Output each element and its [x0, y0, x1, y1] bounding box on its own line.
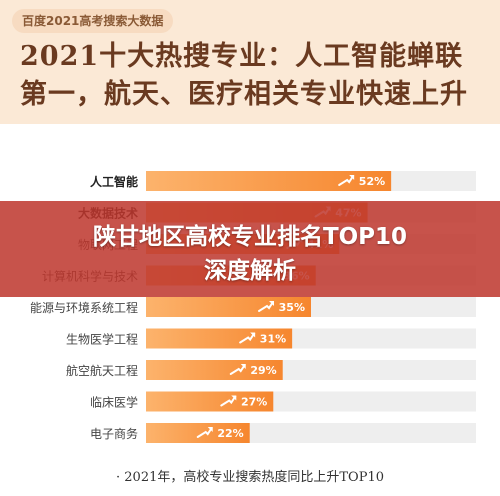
trend-up-arrowhead-icon: [231, 395, 237, 401]
title-line-1: 2021十大热搜专业：人工智能蝉联: [20, 41, 464, 72]
overlay-subtitle: 深度解析: [204, 258, 296, 284]
trend-up-arrow-icon: [338, 175, 355, 186]
category-label: 人工智能: [90, 174, 138, 189]
bar-row: 临床医学 27%: [90, 391, 476, 412]
chart-header: 百度2021高考搜索大数据 2021十大热搜专业：人工智能蝉联 第一，航天、医疗…: [0, 0, 500, 124]
overlay-title: 陕甘地区高校专业排名TOP10: [92, 224, 408, 250]
trend-up-arrowhead-icon: [240, 364, 246, 369]
trend-up-arrow-icon: [258, 301, 274, 312]
category-label: 航空航天工程: [66, 363, 138, 378]
trend-up-arrow-icon: [229, 364, 246, 375]
value-label: 52%: [359, 175, 385, 188]
trend-up-arrow-icon: [220, 395, 237, 407]
trend-up-arrowhead-icon: [269, 301, 274, 306]
bar: [146, 423, 250, 443]
title-line-2: 第一，航天、医疗相关专业快速上升: [20, 79, 468, 110]
bar: [146, 360, 283, 380]
trend-up-arrow-icon: [196, 427, 213, 438]
source-tag: 百度2021高考搜索大数据: [12, 9, 174, 33]
category-label: 能源与环境系统工程: [30, 300, 138, 315]
category-label: 生物医学工程: [66, 332, 138, 347]
trend-up-arrowhead-icon: [207, 427, 213, 432]
chart-title: 2021十大热搜专业：人工智能蝉联 第一，航天、医疗相关专业快速上升: [20, 38, 490, 114]
trend-up-arrowhead-icon: [250, 332, 256, 338]
bar: [146, 297, 311, 317]
category-label: 临床医学: [90, 395, 138, 410]
value-label: 31%: [260, 333, 286, 346]
value-label: 35%: [279, 301, 305, 314]
bar-row: 生物医学工程 31%: [66, 328, 476, 349]
chart-footnote: · 2021年，高校专业搜索热度同比上升TOP10: [116, 470, 384, 485]
trend-up-arrowhead-icon: [349, 175, 355, 180]
bar-row: 航空航天工程 29%: [66, 360, 476, 380]
bar: [146, 328, 293, 349]
value-label: 22%: [217, 427, 243, 440]
bar-row: 能源与环境系统工程 35%: [30, 297, 476, 317]
bar-row: 人工智能 52%: [90, 171, 476, 191]
bar: [146, 171, 392, 191]
category-label: 电子商务: [90, 426, 138, 441]
value-label: 29%: [250, 364, 276, 377]
bar: [146, 391, 274, 412]
value-label: 27%: [241, 396, 267, 409]
trend-up-arrow-icon: [239, 332, 256, 344]
overlay-banner: 陕甘地区高校专业排名TOP10 深度解析: [0, 201, 500, 297]
bar-row: 电子商务 22%: [90, 423, 476, 443]
